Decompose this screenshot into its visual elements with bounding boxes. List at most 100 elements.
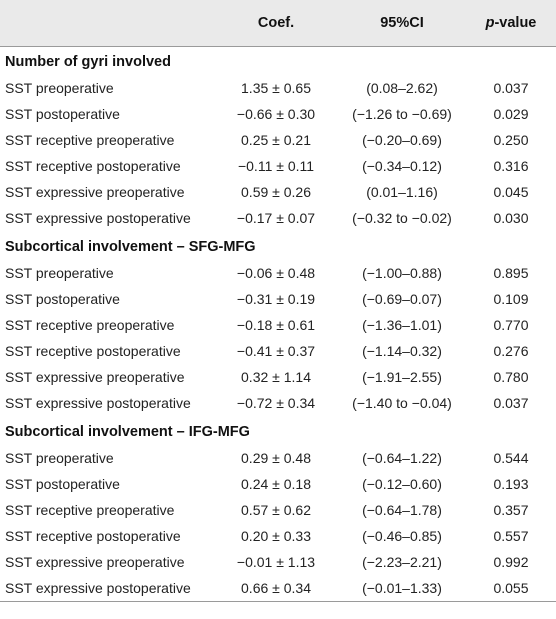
ci-cell: (0.01–1.16): [366, 184, 438, 200]
ci-cell: (−0.34–0.12): [362, 158, 442, 174]
row-label: SST receptive postoperative: [5, 343, 181, 359]
row-label: SST expressive preoperative: [5, 184, 185, 200]
table-row: SST receptive preoperative 0.25 ± 0.21 (−0…: [0, 127, 556, 153]
p-value-cell: 0.193: [493, 476, 529, 492]
coef-cell: −0.66 ± 0.30: [236, 106, 316, 122]
table-row: SST preoperative 1.35 ± 0.65 (0.08–2.62) 0.…: [0, 75, 556, 101]
p-value-cell: 0.770: [493, 317, 529, 333]
ci-cell: (−1.26 to −0.69): [352, 106, 452, 122]
p-value-cell: 0.045: [493, 184, 529, 200]
coef-cell: 0.29 ± 0.48: [241, 450, 311, 466]
ci-cell: (−0.69–0.07): [362, 291, 442, 307]
table-row: SST receptive preoperative 0.57 ± 0.62 (−0…: [0, 497, 556, 523]
table-row: SST receptive preoperative −0.18 ± 0.61 (−…: [0, 312, 556, 338]
ci-cell: (−1.40 to −0.04): [352, 395, 452, 411]
header-label: [0, 0, 214, 47]
ci-cell: (−0.20–0.69): [362, 132, 442, 148]
ci-cell: (−0.46–0.85): [362, 528, 442, 544]
coef-cell: 1.35 ± 0.65: [241, 80, 311, 96]
coef-cell: 0.66 ± 0.34: [214, 575, 338, 602]
row-label: SST postoperative: [5, 476, 120, 492]
coef-cell: −0.17 ± 0.07: [236, 210, 316, 226]
row-label: SST preoperative: [5, 80, 114, 96]
table-row: SST postoperative −0.66 ± 0.30 (−1.26 to −…: [0, 101, 556, 127]
p-value-cell: 0.895: [493, 265, 529, 281]
table-header: Coef. 95%CI p-value: [0, 0, 556, 47]
ci-cell: (−0.64–1.78): [362, 502, 442, 518]
coef-cell: 0.32 ± 1.14: [241, 369, 311, 385]
ci-cell: (0.08–2.62): [366, 80, 438, 96]
ci-cell: (−0.32 to −0.02): [352, 210, 452, 226]
coef-cell: −0.11 ± 0.11: [237, 158, 315, 174]
row-label: SST preoperative: [5, 265, 114, 281]
p-value-cell: 0.029: [493, 106, 529, 122]
header-p-italic: p: [485, 14, 495, 31]
table-row: SST preoperative 0.29 ± 0.48 (−0.64–1.22) 0…: [0, 445, 556, 471]
row-label: SST postoperative: [5, 291, 120, 307]
p-value-cell: 0.316: [493, 158, 529, 174]
table-row: SST postoperative 0.24 ± 0.18 (−0.12–0.60)…: [0, 471, 556, 497]
regression-results-table: Coef. 95%CI p-value Number of gyri invol…: [0, 0, 556, 602]
section-title: Subcortical involvement – SFG-MFG: [5, 239, 256, 255]
header-coef: Coef.: [214, 0, 338, 47]
row-label: SST receptive preoperative: [5, 132, 175, 148]
ci-cell: (−0.12–0.60): [362, 476, 442, 492]
coef-cell: 0.24 ± 0.18: [241, 476, 311, 492]
table-row: SST receptive postoperative −0.41 ± 0.37 (…: [0, 338, 556, 364]
table-row: SST expressive preoperative −0.01 ± 1.13 (…: [0, 549, 556, 575]
coef-cell: −0.06 ± 0.48: [236, 265, 316, 281]
row-label: SST receptive postoperative: [5, 158, 181, 174]
row-label: SST expressive postoperative: [5, 210, 191, 226]
ci-cell: (−2.23–2.21): [362, 554, 442, 570]
results-table-container: Coef. 95%CI p-value Number of gyri invol…: [0, 0, 556, 602]
coef-cell: −0.72 ± 0.34: [236, 395, 316, 411]
p-value-cell: 0.037: [493, 395, 529, 411]
row-label: SST receptive preoperative: [5, 317, 175, 333]
p-value-cell: 0.250: [493, 132, 529, 148]
coef-cell: −0.01 ± 1.13: [236, 554, 316, 570]
coef-cell: 0.59 ± 0.26: [241, 184, 311, 200]
table-row: SST preoperative −0.06 ± 0.48 (−1.00–0.88)…: [0, 260, 556, 286]
p-value-cell: 0.544: [493, 450, 529, 466]
table-row: SST expressive postoperative 0.66 ± 0.34(…: [0, 575, 556, 602]
p-value-cell: 0.357: [493, 502, 529, 518]
coef-cell: −0.31 ± 0.19: [236, 291, 316, 307]
p-value-cell: 0.055: [466, 575, 556, 602]
row-label: SST preoperative: [5, 450, 114, 466]
section-header-row: Number of gyri involved: [0, 46, 556, 75]
row-label: SST receptive postoperative: [5, 528, 181, 544]
header-ci: 95%CI: [338, 0, 466, 47]
table-row: SST expressive preoperative 0.32 ± 1.14 (−…: [0, 364, 556, 390]
header-p-value: p-value: [466, 0, 556, 47]
section-title: Number of gyri involved: [5, 54, 171, 71]
p-value-cell: 0.276: [493, 343, 529, 359]
ci-cell: (−1.00–0.88): [362, 265, 442, 281]
row-label: SST receptive preoperative: [5, 502, 175, 518]
ci-cell: (−1.14–0.32): [362, 343, 442, 359]
row-label: SST expressive preoperative: [5, 369, 185, 385]
section-header-row: Subcortical involvement – IFG-MFG: [0, 416, 556, 445]
ci-cell: (−1.36–1.01): [362, 317, 442, 333]
header-row: Coef. 95%CI p-value: [0, 0, 556, 47]
section-title: Subcortical involvement – IFG-MFG: [5, 424, 250, 440]
table-row: SST expressive postoperative −0.17 ± 0.07…: [0, 205, 556, 231]
table-row: SST expressive postoperative −0.72 ± 0.34…: [0, 390, 556, 416]
ci-cell: (−0.64–1.22): [362, 450, 442, 466]
row-label: SST expressive postoperative: [5, 395, 191, 411]
header-p-rest: -value: [494, 14, 537, 31]
coef-cell: 0.25 ± 0.21: [241, 132, 311, 148]
coef-cell: 0.57 ± 0.62: [241, 502, 311, 518]
row-label: SST expressive postoperative: [0, 575, 214, 602]
row-label: SST expressive preoperative: [5, 554, 185, 570]
coef-cell: −0.41 ± 0.37: [236, 343, 316, 359]
coef-cell: 0.20 ± 0.33: [241, 528, 311, 544]
coef-cell: −0.18 ± 0.61: [236, 317, 316, 333]
p-value-cell: 0.557: [493, 528, 529, 544]
p-value-cell: 0.992: [493, 554, 529, 570]
p-value-cell: 0.780: [493, 369, 529, 385]
table-row: SST postoperative −0.31 ± 0.19 (−0.69–0.07…: [0, 286, 556, 312]
row-label: SST postoperative: [5, 106, 120, 122]
table-row: SST expressive preoperative 0.59 ± 0.26 (0…: [0, 179, 556, 205]
ci-cell: (−0.01–1.33): [338, 575, 466, 602]
p-value-cell: 0.037: [493, 80, 529, 96]
